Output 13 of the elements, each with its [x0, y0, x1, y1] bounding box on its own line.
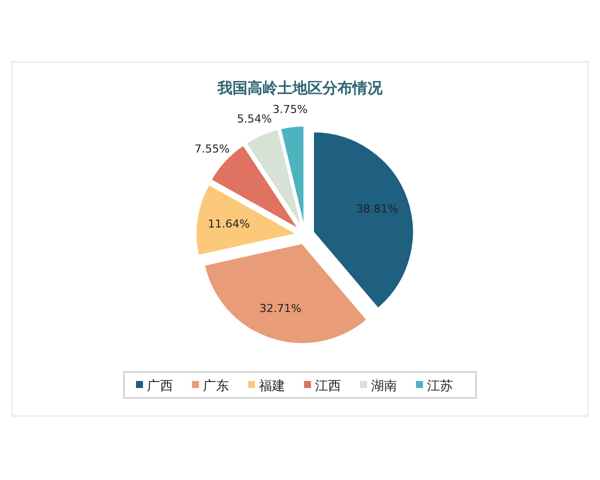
legend-label: 福建 [259, 379, 285, 394]
data-label: 11.64% [208, 218, 250, 231]
data-label: 7.55% [194, 142, 230, 156]
legend-label: 广东 [203, 379, 229, 394]
data-label: 32.71% [259, 302, 302, 315]
legend-label: 江苏 [427, 379, 453, 394]
data-label: 38.81% [356, 202, 398, 216]
legend-label: 湖南 [371, 379, 397, 394]
chart-title: 我国高岭土地区分布情况 [216, 79, 384, 97]
data-label: 3.75% [272, 102, 308, 116]
legend-label: 江西 [315, 379, 341, 394]
legend-label: 广西 [147, 379, 173, 394]
data-label: 5.54% [236, 112, 272, 126]
